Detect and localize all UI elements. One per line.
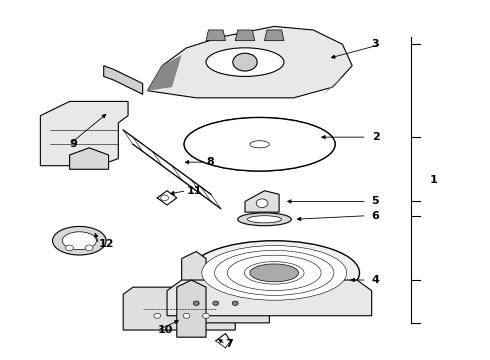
- Ellipse shape: [189, 241, 360, 305]
- Ellipse shape: [215, 250, 334, 296]
- Ellipse shape: [62, 232, 97, 249]
- Circle shape: [256, 199, 268, 207]
- Polygon shape: [147, 55, 182, 91]
- Circle shape: [213, 301, 219, 305]
- Text: 9: 9: [70, 139, 77, 149]
- Polygon shape: [265, 30, 284, 41]
- Ellipse shape: [227, 255, 321, 291]
- Ellipse shape: [238, 213, 291, 226]
- Text: 11: 11: [187, 186, 202, 196]
- Circle shape: [194, 301, 199, 305]
- Text: 6: 6: [372, 211, 380, 221]
- Polygon shape: [206, 30, 225, 41]
- Polygon shape: [70, 148, 109, 169]
- Polygon shape: [104, 66, 143, 94]
- Ellipse shape: [52, 226, 106, 255]
- Polygon shape: [245, 191, 279, 212]
- Polygon shape: [147, 26, 352, 98]
- Text: 3: 3: [372, 39, 379, 49]
- Ellipse shape: [206, 48, 284, 76]
- Circle shape: [161, 195, 169, 201]
- Ellipse shape: [202, 246, 347, 300]
- Polygon shape: [235, 30, 255, 41]
- Ellipse shape: [250, 141, 270, 148]
- Text: 8: 8: [206, 157, 214, 167]
- Ellipse shape: [184, 117, 335, 171]
- Text: 12: 12: [99, 239, 114, 249]
- Circle shape: [85, 245, 93, 251]
- Circle shape: [233, 53, 257, 71]
- Polygon shape: [167, 280, 372, 316]
- Text: 2: 2: [372, 132, 379, 142]
- Text: 10: 10: [157, 325, 172, 335]
- Polygon shape: [123, 287, 235, 330]
- Polygon shape: [182, 251, 270, 323]
- Ellipse shape: [247, 216, 282, 223]
- Ellipse shape: [245, 262, 304, 284]
- Circle shape: [183, 313, 190, 318]
- Text: 4: 4: [372, 275, 380, 285]
- Ellipse shape: [250, 264, 298, 282]
- Text: 7: 7: [225, 339, 233, 349]
- Ellipse shape: [184, 117, 335, 171]
- Polygon shape: [177, 280, 206, 337]
- Circle shape: [202, 313, 209, 318]
- Circle shape: [154, 313, 161, 318]
- Text: 1: 1: [430, 175, 438, 185]
- Circle shape: [66, 245, 74, 251]
- Polygon shape: [323, 66, 352, 94]
- Ellipse shape: [240, 137, 279, 152]
- Circle shape: [232, 301, 238, 305]
- Text: 5: 5: [372, 197, 379, 206]
- Polygon shape: [40, 102, 128, 166]
